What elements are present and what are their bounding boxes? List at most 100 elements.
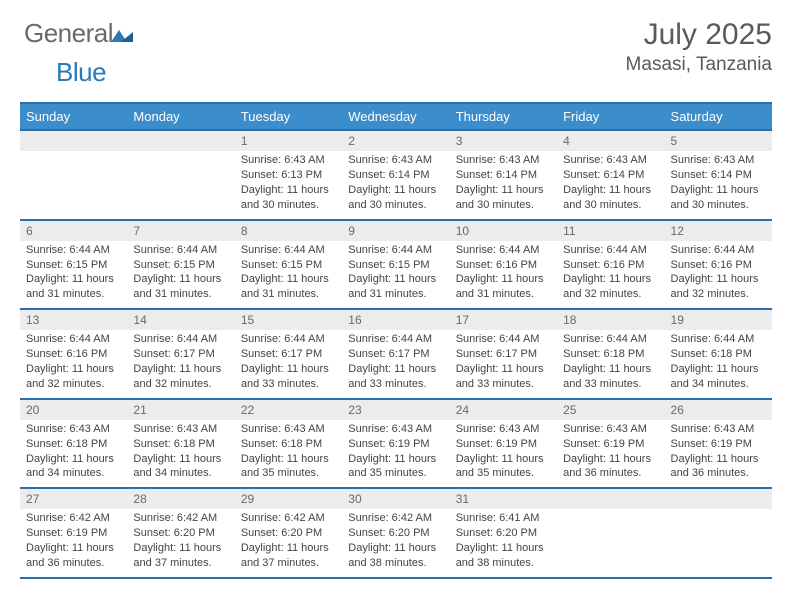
day-number: 26 [665, 400, 772, 420]
sunrise-line: Sunrise: 6:43 AM [241, 153, 336, 168]
daylight-line: Daylight: 11 hours and 31 minutes. [241, 272, 336, 302]
logo-mark-icon [111, 18, 133, 49]
weekday-header: Thursday [450, 104, 557, 129]
day-content: Sunrise: 6:43 AMSunset: 6:19 PMDaylight:… [557, 422, 664, 481]
day-content: Sunrise: 6:43 AMSunset: 6:14 PMDaylight:… [557, 153, 664, 212]
day-content: Sunrise: 6:43 AMSunset: 6:14 PMDaylight:… [342, 153, 449, 212]
sunrise-line: Sunrise: 6:44 AM [241, 332, 336, 347]
day-content: Sunrise: 6:42 AMSunset: 6:20 PMDaylight:… [235, 511, 342, 570]
daylight-line: Daylight: 11 hours and 32 minutes. [26, 362, 121, 392]
sunrise-line: Sunrise: 6:42 AM [26, 511, 121, 526]
day-content: Sunrise: 6:44 AMSunset: 6:16 PMDaylight:… [20, 332, 127, 391]
day-cell: 9Sunrise: 6:44 AMSunset: 6:15 PMDaylight… [342, 221, 449, 309]
daylight-line: Daylight: 11 hours and 38 minutes. [348, 541, 443, 571]
location: Masasi, Tanzania [626, 54, 772, 76]
sunrise-line: Sunrise: 6:43 AM [241, 422, 336, 437]
sunset-line: Sunset: 6:16 PM [563, 258, 658, 273]
sunset-line: Sunset: 6:13 PM [241, 168, 336, 183]
day-number: 11 [557, 221, 664, 241]
day-number [127, 131, 234, 151]
day-content: Sunrise: 6:43 AMSunset: 6:18 PMDaylight:… [20, 422, 127, 481]
sunset-line: Sunset: 6:19 PM [26, 526, 121, 541]
sunset-line: Sunset: 6:16 PM [26, 347, 121, 362]
sunrise-line: Sunrise: 6:43 AM [671, 422, 766, 437]
day-cell: 17Sunrise: 6:44 AMSunset: 6:17 PMDayligh… [450, 310, 557, 398]
sunrise-line: Sunrise: 6:44 AM [241, 243, 336, 258]
sunrise-line: Sunrise: 6:44 AM [26, 243, 121, 258]
day-number: 16 [342, 310, 449, 330]
sunset-line: Sunset: 6:18 PM [241, 437, 336, 452]
day-cell: 28Sunrise: 6:42 AMSunset: 6:20 PMDayligh… [127, 489, 234, 577]
day-cell: 14Sunrise: 6:44 AMSunset: 6:17 PMDayligh… [127, 310, 234, 398]
title-block: July 2025 Masasi, Tanzania [626, 18, 772, 76]
daylight-line: Daylight: 11 hours and 31 minutes. [348, 272, 443, 302]
day-content: Sunrise: 6:43 AMSunset: 6:14 PMDaylight:… [665, 153, 772, 212]
logo-word1: General [24, 18, 113, 48]
day-number: 22 [235, 400, 342, 420]
day-cell: 19Sunrise: 6:44 AMSunset: 6:18 PMDayligh… [665, 310, 772, 398]
daylight-line: Daylight: 11 hours and 30 minutes. [348, 183, 443, 213]
day-number: 8 [235, 221, 342, 241]
sunset-line: Sunset: 6:17 PM [241, 347, 336, 362]
day-number: 2 [342, 131, 449, 151]
day-number: 29 [235, 489, 342, 509]
day-cell: 8Sunrise: 6:44 AMSunset: 6:15 PMDaylight… [235, 221, 342, 309]
day-number: 5 [665, 131, 772, 151]
day-content: Sunrise: 6:44 AMSunset: 6:17 PMDaylight:… [342, 332, 449, 391]
day-cell: 20Sunrise: 6:43 AMSunset: 6:18 PMDayligh… [20, 400, 127, 488]
day-cell: 31Sunrise: 6:41 AMSunset: 6:20 PMDayligh… [450, 489, 557, 577]
day-cell: 11Sunrise: 6:44 AMSunset: 6:16 PMDayligh… [557, 221, 664, 309]
sunset-line: Sunset: 6:20 PM [133, 526, 228, 541]
day-number: 17 [450, 310, 557, 330]
sunset-line: Sunset: 6:15 PM [241, 258, 336, 273]
sunrise-line: Sunrise: 6:44 AM [671, 243, 766, 258]
week-row: 1Sunrise: 6:43 AMSunset: 6:13 PMDaylight… [20, 131, 772, 221]
day-cell: 26Sunrise: 6:43 AMSunset: 6:19 PMDayligh… [665, 400, 772, 488]
day-number: 25 [557, 400, 664, 420]
day-cell: 2Sunrise: 6:43 AMSunset: 6:14 PMDaylight… [342, 131, 449, 219]
daylight-line: Daylight: 11 hours and 33 minutes. [348, 362, 443, 392]
daylight-line: Daylight: 11 hours and 34 minutes. [133, 452, 228, 482]
day-number: 30 [342, 489, 449, 509]
sunrise-line: Sunrise: 6:43 AM [456, 153, 551, 168]
sunrise-line: Sunrise: 6:43 AM [133, 422, 228, 437]
day-number: 9 [342, 221, 449, 241]
weekday-header: Monday [127, 104, 234, 129]
sunrise-line: Sunrise: 6:44 AM [133, 243, 228, 258]
sunrise-line: Sunrise: 6:44 AM [563, 243, 658, 258]
day-number: 10 [450, 221, 557, 241]
day-content: Sunrise: 6:43 AMSunset: 6:14 PMDaylight:… [450, 153, 557, 212]
day-number: 24 [450, 400, 557, 420]
day-number: 1 [235, 131, 342, 151]
day-number: 6 [20, 221, 127, 241]
sunset-line: Sunset: 6:18 PM [26, 437, 121, 452]
day-cell: 25Sunrise: 6:43 AMSunset: 6:19 PMDayligh… [557, 400, 664, 488]
day-content: Sunrise: 6:44 AMSunset: 6:16 PMDaylight:… [557, 243, 664, 302]
sunrise-line: Sunrise: 6:43 AM [348, 153, 443, 168]
daylight-line: Daylight: 11 hours and 35 minutes. [241, 452, 336, 482]
day-content: Sunrise: 6:44 AMSunset: 6:15 PMDaylight:… [235, 243, 342, 302]
day-cell: 16Sunrise: 6:44 AMSunset: 6:17 PMDayligh… [342, 310, 449, 398]
sunset-line: Sunset: 6:15 PM [133, 258, 228, 273]
weekday-header: Sunday [20, 104, 127, 129]
sunset-line: Sunset: 6:14 PM [563, 168, 658, 183]
sunrise-line: Sunrise: 6:42 AM [241, 511, 336, 526]
day-cell: 21Sunrise: 6:43 AMSunset: 6:18 PMDayligh… [127, 400, 234, 488]
day-cell: 18Sunrise: 6:44 AMSunset: 6:18 PMDayligh… [557, 310, 664, 398]
sunset-line: Sunset: 6:18 PM [133, 437, 228, 452]
day-number: 28 [127, 489, 234, 509]
daylight-line: Daylight: 11 hours and 34 minutes. [671, 362, 766, 392]
day-number: 7 [127, 221, 234, 241]
sunset-line: Sunset: 6:19 PM [563, 437, 658, 452]
daylight-line: Daylight: 11 hours and 30 minutes. [241, 183, 336, 213]
day-number: 31 [450, 489, 557, 509]
day-content: Sunrise: 6:44 AMSunset: 6:18 PMDaylight:… [557, 332, 664, 391]
logo-word2: Blue [56, 57, 106, 87]
daylight-line: Daylight: 11 hours and 32 minutes. [563, 272, 658, 302]
sunrise-line: Sunrise: 6:44 AM [348, 332, 443, 347]
sunrise-line: Sunrise: 6:44 AM [133, 332, 228, 347]
sunset-line: Sunset: 6:17 PM [456, 347, 551, 362]
day-number [665, 489, 772, 509]
day-cell: 3Sunrise: 6:43 AMSunset: 6:14 PMDaylight… [450, 131, 557, 219]
weekday-header-row: SundayMondayTuesdayWednesdayThursdayFrid… [20, 104, 772, 131]
